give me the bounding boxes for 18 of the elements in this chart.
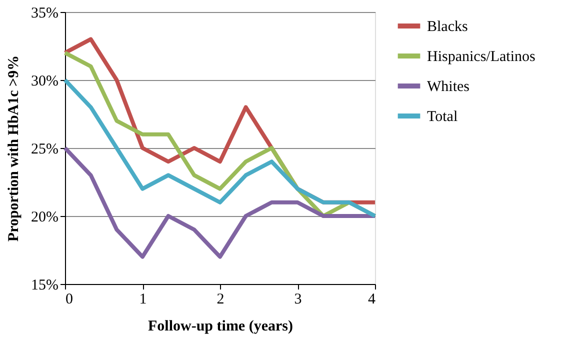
y-tick-label: 15% (31, 278, 58, 294)
x-tick-label: 0 (66, 292, 73, 308)
y-tick-label: 20% (31, 210, 58, 226)
line-series (63, 78, 377, 218)
y-tick-label: 25% (31, 142, 58, 158)
legend-label: Whites (427, 79, 470, 95)
y-axis-title: Proportion with HbA1c >9% (6, 55, 22, 242)
x-tick-label: 3 (294, 292, 302, 308)
x-tick-label: 4 (368, 292, 376, 308)
x-tick-label: 1 (139, 292, 147, 308)
y-tick-label: 35% (31, 6, 58, 22)
legend-label: Blacks (427, 19, 468, 35)
y-tick-label: 30% (31, 74, 58, 90)
legend-label: Total (427, 109, 458, 125)
legend-label: Hispanics/Latinos (427, 49, 536, 65)
x-tick-label: 2 (216, 292, 224, 308)
line-series (63, 146, 377, 259)
x-axis-title: Follow-up time (years) (148, 318, 293, 334)
